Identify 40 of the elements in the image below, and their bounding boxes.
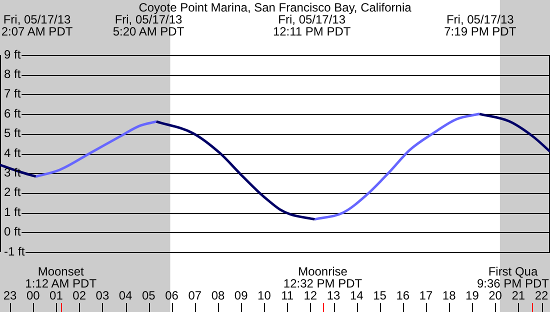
ref-line-label: Moonrise 12:32 PM PDT	[283, 264, 363, 290]
x-tick-label: 14	[350, 288, 364, 302]
y-tick-label: 2 ft	[4, 185, 22, 200]
x-tick-label: 12	[304, 288, 318, 302]
x-tick-label: 19	[466, 288, 480, 302]
x-tick-label: 17	[419, 288, 433, 302]
x-tick-label: 20	[488, 288, 502, 302]
y-tick-label: 1 ft	[4, 204, 22, 219]
x-tick-label: 06	[165, 288, 179, 302]
x-tick-label: 21	[512, 288, 526, 302]
text: Fri, 05/17/13 7:19 PM PDT	[444, 12, 517, 38]
y-tick-label: 9 ft	[4, 47, 22, 62]
x-tick-label: 13	[326, 288, 341, 302]
x-tick-label: 10	[258, 288, 272, 302]
x-tick-label: 02	[72, 288, 86, 302]
y-tick-label: 0 ft	[4, 224, 22, 239]
y-tick-label: 4 ft	[4, 146, 22, 160]
x-tick-label: 01	[50, 288, 64, 302]
x-tick-label: 08	[211, 288, 225, 302]
x-tick-label: 03	[96, 288, 110, 302]
x-tick-label: 16	[396, 288, 410, 302]
x-tick-label: 18	[442, 288, 456, 302]
y-tick-label: 7 ft	[4, 86, 22, 101]
ref-line-label: Moonset 1:12 AM PDT	[25, 264, 98, 290]
x-tick-label: 05	[142, 288, 156, 302]
y-tick-label: 5 ft	[4, 126, 22, 140]
x-tick-label: 15	[373, 288, 387, 302]
ref-line-label: First Qua 9:36 PM PDT	[476, 264, 550, 290]
y-tick-label: -1 ft	[4, 244, 26, 258]
x-tick-label: 09	[234, 288, 248, 302]
chart-title: Coyote Point Marina, San Francisco Bay, California	[138, 0, 412, 14]
text: Fri, 05/17/13 2:07 AM PDT	[1, 12, 74, 38]
x-tick-label: 22	[534, 288, 549, 302]
x-tick-label: 11	[281, 288, 294, 302]
y-tick-label: 8 ft	[4, 67, 22, 82]
x-tick-label: 04	[118, 288, 133, 302]
x-tick-label: 07	[188, 288, 202, 302]
y-tick-label: 6 ft	[4, 106, 22, 120]
x-tick-label: 23	[3, 288, 18, 302]
x-tick-label: 00	[26, 288, 40, 302]
